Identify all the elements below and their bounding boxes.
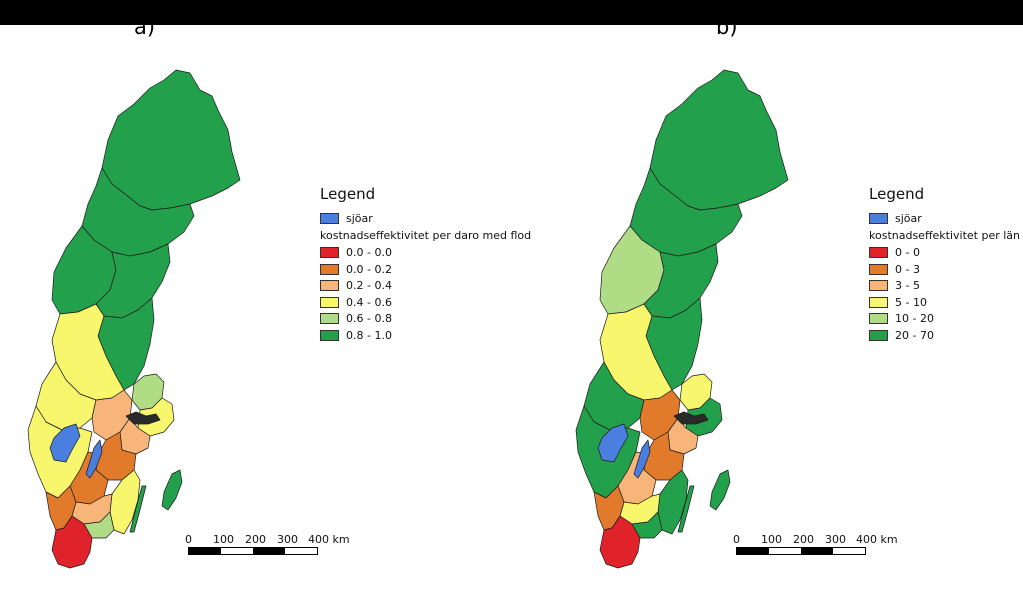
legend-swatch: [869, 313, 888, 325]
legend-swatch: [869, 263, 888, 275]
legend-class-row: 0 - 3: [869, 261, 1020, 278]
legend-swatch: [320, 313, 339, 325]
legend-class-label: 3 - 5: [895, 279, 920, 293]
region-skane: [51, 515, 93, 569]
legend-swatch: [320, 280, 339, 292]
scale-ticks: 0 100 200 300 400 km: [733, 533, 898, 547]
scale-tick: 100: [761, 533, 782, 546]
legend-class-label: 10 - 20: [895, 312, 934, 326]
legend-swatch: [869, 329, 888, 341]
legend-subtitle: kostnadseffektivitet per daro med flod: [320, 228, 532, 242]
legend-class-row: 0.4 - 0.6: [320, 294, 531, 311]
legend-panel-b: Legend sjöar kostnadseffektivitet per lä…: [869, 185, 1020, 344]
scale-graphic: [736, 547, 866, 555]
legend-lakes-label: sjöar: [346, 211, 373, 225]
legend-class-label: 0.2 - 0.4: [346, 279, 392, 293]
region-norrbotten: [649, 69, 789, 211]
scale-tick: 400 km: [308, 533, 350, 546]
legend-class-row: 20 - 70: [869, 327, 1020, 344]
legend-class-row: 0 - 0: [869, 245, 1020, 262]
legend-lakes-label: sjöar: [895, 211, 922, 225]
legend-class-label: 0.8 - 1.0: [346, 328, 392, 342]
legend-class-row: 0.6 - 0.8: [320, 311, 531, 328]
scale-bar-a: 0 100 200 300 400 km: [185, 533, 350, 555]
lake-vanern: [597, 423, 629, 463]
legend-class-row: 3 - 5: [869, 278, 1020, 295]
lake-swatch: [320, 212, 339, 224]
scale-tick: 0: [733, 533, 740, 546]
region-oland: [677, 485, 695, 533]
lake-vattern: [85, 439, 103, 479]
legend-class-row: 0.0 - 0.2: [320, 261, 531, 278]
scale-tick: 200: [793, 533, 814, 546]
region-gotland: [709, 469, 731, 511]
legend-classes: 0 - 0 0 - 3 3 - 5 5 - 10 10 - 20 20 - 70: [869, 245, 1020, 344]
scale-tick: 300: [825, 533, 846, 546]
legend-class-label: 0 - 3: [895, 262, 920, 276]
lake-swatch: [869, 212, 888, 224]
legend-swatch: [320, 247, 339, 259]
legend-lakes-row: sjöar: [320, 210, 531, 227]
legend-panel-a: Legend sjöar kostnadseffektivitet per da…: [320, 185, 531, 344]
top-black-bar: [0, 0, 1023, 25]
scale-tick: 200: [245, 533, 266, 546]
panel-a-label: a): [134, 15, 156, 39]
legend-swatch: [869, 247, 888, 259]
legend-title: Legend: [320, 185, 376, 203]
legend-class-row: 5 - 10: [869, 294, 1020, 311]
lake-malaren: [125, 411, 161, 425]
region-oland: [129, 485, 147, 533]
legend-class-label: 0.0 - 0.2: [346, 262, 392, 276]
legend-swatch: [320, 329, 339, 341]
scale-tick: 100: [213, 533, 234, 546]
scale-ticks: 0 100 200 300 400 km: [185, 533, 350, 547]
region-gotland: [161, 469, 183, 511]
region-vasterbotten: [81, 167, 195, 257]
legend-class-label: 0.4 - 0.6: [346, 295, 392, 309]
legend-class-label: 0 - 0: [895, 246, 920, 260]
scale-tick: 300: [277, 533, 298, 546]
legend-subtitle: kostnadseffektivitet per län: [869, 228, 1021, 242]
panel-b-label: b): [716, 15, 738, 39]
region-skane: [599, 515, 641, 569]
legend-class-label: 0.0 - 0.0: [346, 246, 392, 260]
scale-tick: 400 km: [856, 533, 898, 546]
legend-class-label: 0.6 - 0.8: [346, 312, 392, 326]
legend-swatch: [869, 280, 888, 292]
legend-classes: 0.0 - 0.0 0.0 - 0.2 0.2 - 0.4 0.4 - 0.6 …: [320, 245, 531, 344]
scale-tick: 0: [185, 533, 192, 546]
legend-class-row: 0.8 - 1.0: [320, 327, 531, 344]
legend-lakes-row: sjöar: [869, 210, 1020, 227]
scale-bar-b: 0 100 200 300 400 km: [733, 533, 898, 555]
lake-malaren: [673, 411, 709, 425]
legend-title: Legend: [869, 185, 925, 203]
legend-swatch: [320, 296, 339, 308]
legend-class-row: 0.0 - 0.0: [320, 245, 531, 262]
legend-class-label: 5 - 10: [895, 295, 927, 309]
legend-class-row: 10 - 20: [869, 311, 1020, 328]
lake-vanern: [49, 423, 81, 463]
legend-class-row: 0.2 - 0.4: [320, 278, 531, 295]
legend-swatch: [320, 263, 339, 275]
region-vasterbotten: [629, 167, 743, 257]
legend-swatch: [869, 296, 888, 308]
scale-graphic: [188, 547, 318, 555]
legend-class-label: 20 - 70: [895, 328, 934, 342]
lake-vattern: [633, 439, 651, 479]
